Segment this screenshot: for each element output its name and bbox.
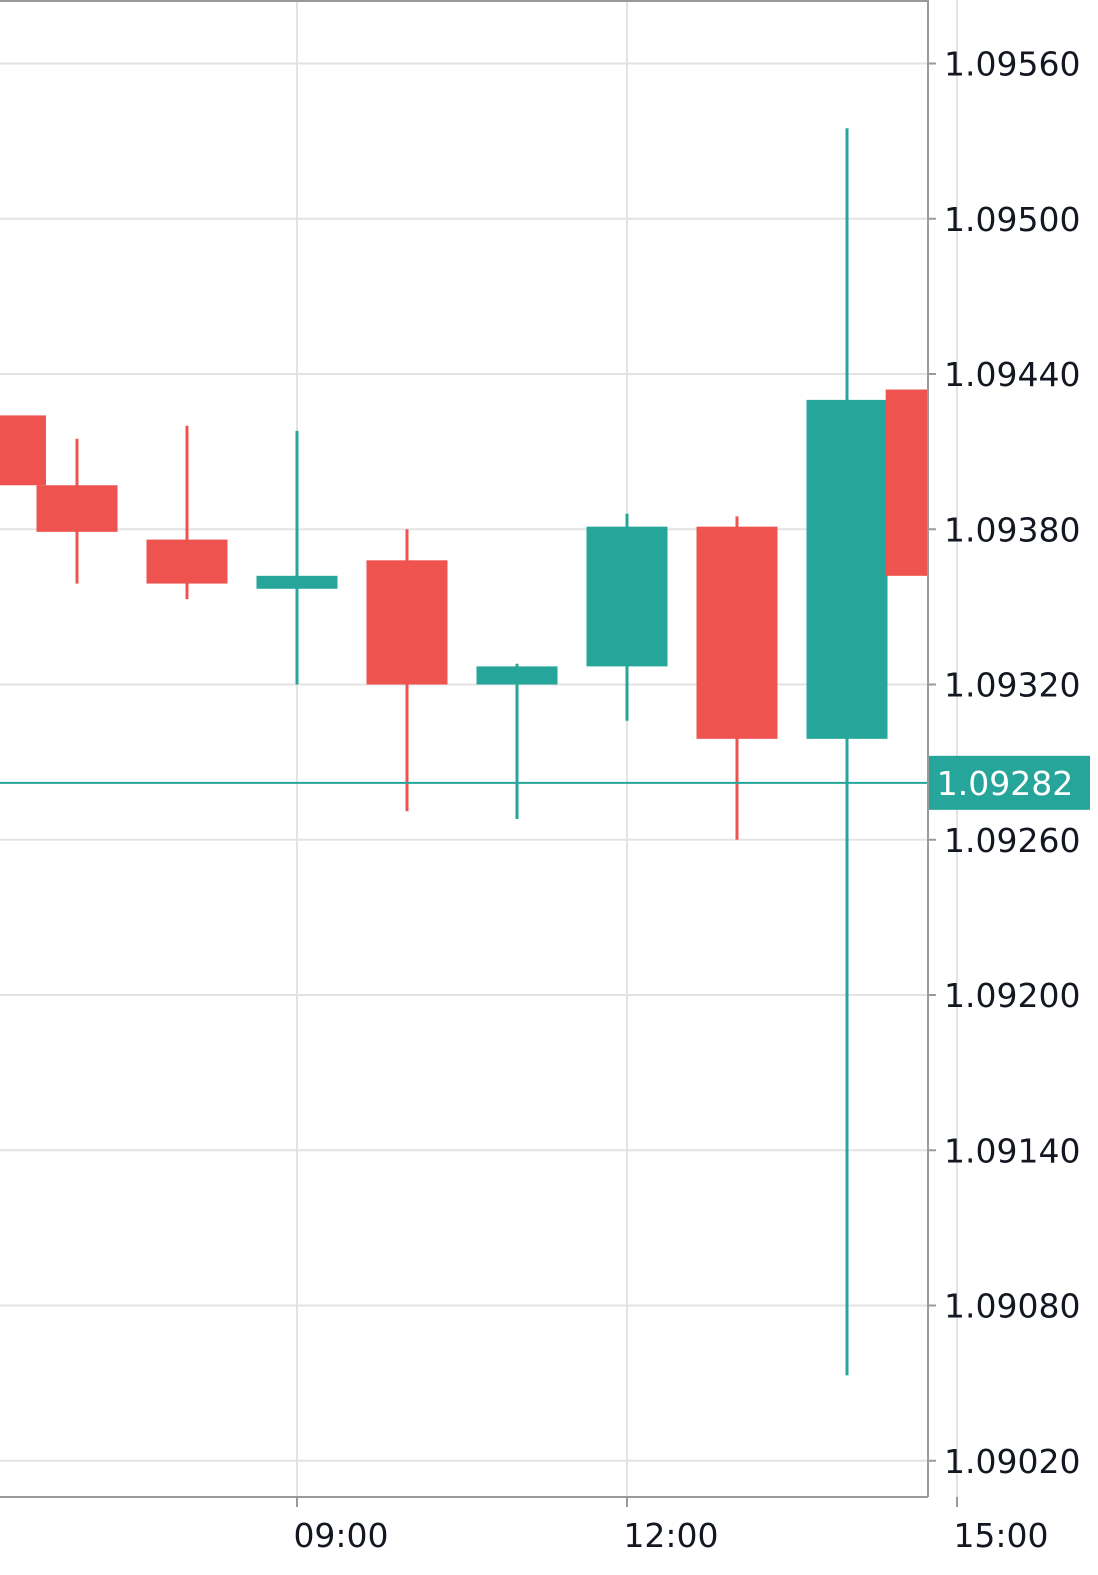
last-price-tag	[929, 755, 1090, 810]
candle-body	[806, 399, 888, 739]
candle-down[interactable]	[146, 425, 228, 600]
candle-down[interactable]	[36, 438, 118, 584]
candle-body	[366, 560, 448, 685]
candle-up[interactable]	[476, 663, 558, 820]
y-tick-label: 1.09500	[944, 200, 1080, 239]
y-tick-label: 1.09200	[944, 976, 1080, 1015]
candle-layer	[0, 128, 928, 1376]
candle-down[interactable]	[0, 415, 46, 486]
y-tick-label: 1.09440	[944, 355, 1080, 394]
x-tick-label: 15:00	[953, 1516, 1048, 1555]
y-tick-label: 1.09140	[944, 1131, 1080, 1170]
candle-body	[476, 666, 558, 685]
x-tick-label: 09:00	[293, 1516, 388, 1555]
candle-body	[696, 526, 778, 739]
candle-up[interactable]	[256, 430, 338, 685]
candle-body	[885, 389, 928, 576]
axis-layer: 1.09560 1.09500 1.09440 1.09380 1.09320 1.092…	[0, 0, 1080, 1555]
candle-down[interactable]	[885, 389, 928, 576]
y-tick-label: 1.09560	[944, 45, 1080, 84]
grid-layer	[0, 0, 958, 1497]
candle-body	[146, 539, 228, 584]
x-tick-label: 12:00	[623, 1516, 718, 1555]
candle-up[interactable]	[806, 128, 888, 1376]
y-tick-label: 1.09020	[944, 1442, 1080, 1481]
candle-up[interactable]	[586, 513, 668, 721]
y-tick-label: 1.09320	[944, 666, 1080, 705]
candle-down[interactable]	[366, 529, 448, 812]
last-price-layer: 1.09282	[0, 755, 1090, 810]
candle-body	[586, 526, 668, 667]
candle-body	[36, 485, 118, 532]
y-tick-label: 1.09080	[944, 1287, 1080, 1326]
candle-down[interactable]	[696, 516, 778, 840]
candle-body	[256, 575, 338, 589]
candle-body	[0, 415, 46, 486]
y-tick-label: 1.09380	[944, 510, 1080, 549]
y-tick-label: 1.09260	[944, 821, 1080, 860]
last-price-label: 1.09282	[937, 764, 1073, 803]
